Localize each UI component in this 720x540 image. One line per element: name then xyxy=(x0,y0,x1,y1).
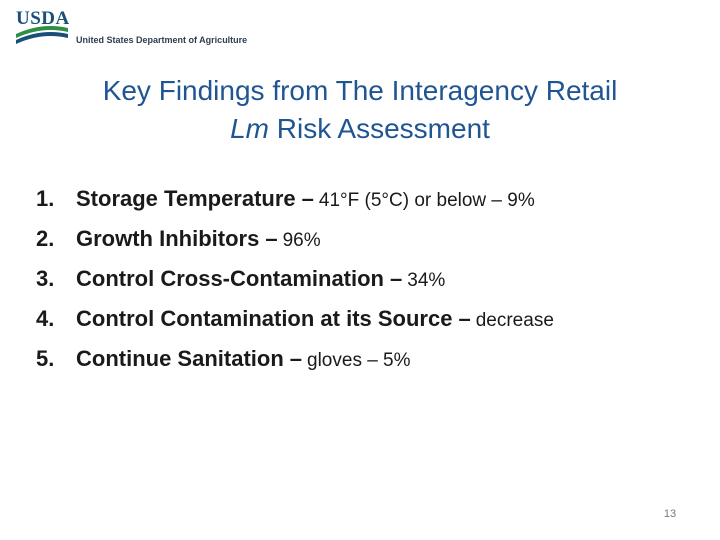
page-number: 13 xyxy=(663,508,677,520)
finding-item-3: 3. Control Cross-Contamination – 34% xyxy=(36,266,706,306)
title-line-2: Lm Risk Assessment xyxy=(0,110,720,148)
finding-heading: Control Contamination at its Source xyxy=(76,306,453,331)
finding-number: 4. xyxy=(36,306,55,331)
usda-logo-mark xyxy=(16,26,68,44)
finding-dash: – xyxy=(390,266,403,291)
finding-item-1: 1. Storage Temperature – 41°F (5°C) or b… xyxy=(36,186,706,226)
finding-number: 1. xyxy=(36,186,55,211)
agency-name: United States Department of Agriculture xyxy=(76,35,248,45)
finding-heading: Control Cross-Contamination xyxy=(76,266,384,291)
slide-title: Key Findings from The Interagency Retail… xyxy=(0,72,720,148)
title-line-1: Key Findings from The Interagency Retail xyxy=(102,75,618,106)
finding-number: 2. xyxy=(36,226,55,251)
finding-heading: Growth Inhibitors xyxy=(76,226,260,251)
finding-dash: – xyxy=(265,226,278,251)
finding-dash: – xyxy=(458,306,471,331)
finding-detail: 34% xyxy=(407,270,446,291)
title-line-2-rest: Risk Assessment xyxy=(268,113,490,144)
finding-detail: 96% xyxy=(282,230,321,251)
finding-heading: Continue Sanitation xyxy=(76,346,284,371)
title-italic-lm: Lm xyxy=(230,113,269,144)
finding-heading: Storage Temperature xyxy=(76,186,296,211)
usda-logo-text: USDA xyxy=(16,8,70,29)
finding-number: 3. xyxy=(36,266,55,291)
usda-header: USDA United States Department of Agricul… xyxy=(16,8,256,50)
finding-item-5: 5. Continue Sanitation – gloves – 5% xyxy=(36,346,706,386)
finding-detail: decrease xyxy=(475,310,554,331)
finding-dash: – xyxy=(289,346,303,371)
finding-item-2: 2. Growth Inhibitors – 96% xyxy=(36,226,706,266)
findings-list: 1. Storage Temperature – 41°F (5°C) or b… xyxy=(36,186,706,386)
usda-logo xyxy=(16,26,68,44)
finding-detail: gloves – 5% xyxy=(307,350,411,371)
finding-detail: 41°F (5°C) or below – 9% xyxy=(318,190,535,211)
finding-item-4: 4. Control Contamination at its Source –… xyxy=(36,306,706,346)
finding-number: 5. xyxy=(36,346,55,371)
finding-dash: – xyxy=(301,186,314,211)
